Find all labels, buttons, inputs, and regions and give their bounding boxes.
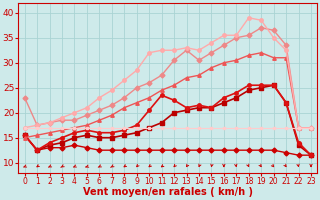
X-axis label: Vent moyen/en rafales ( km/h ): Vent moyen/en rafales ( km/h ) (83, 187, 253, 197)
